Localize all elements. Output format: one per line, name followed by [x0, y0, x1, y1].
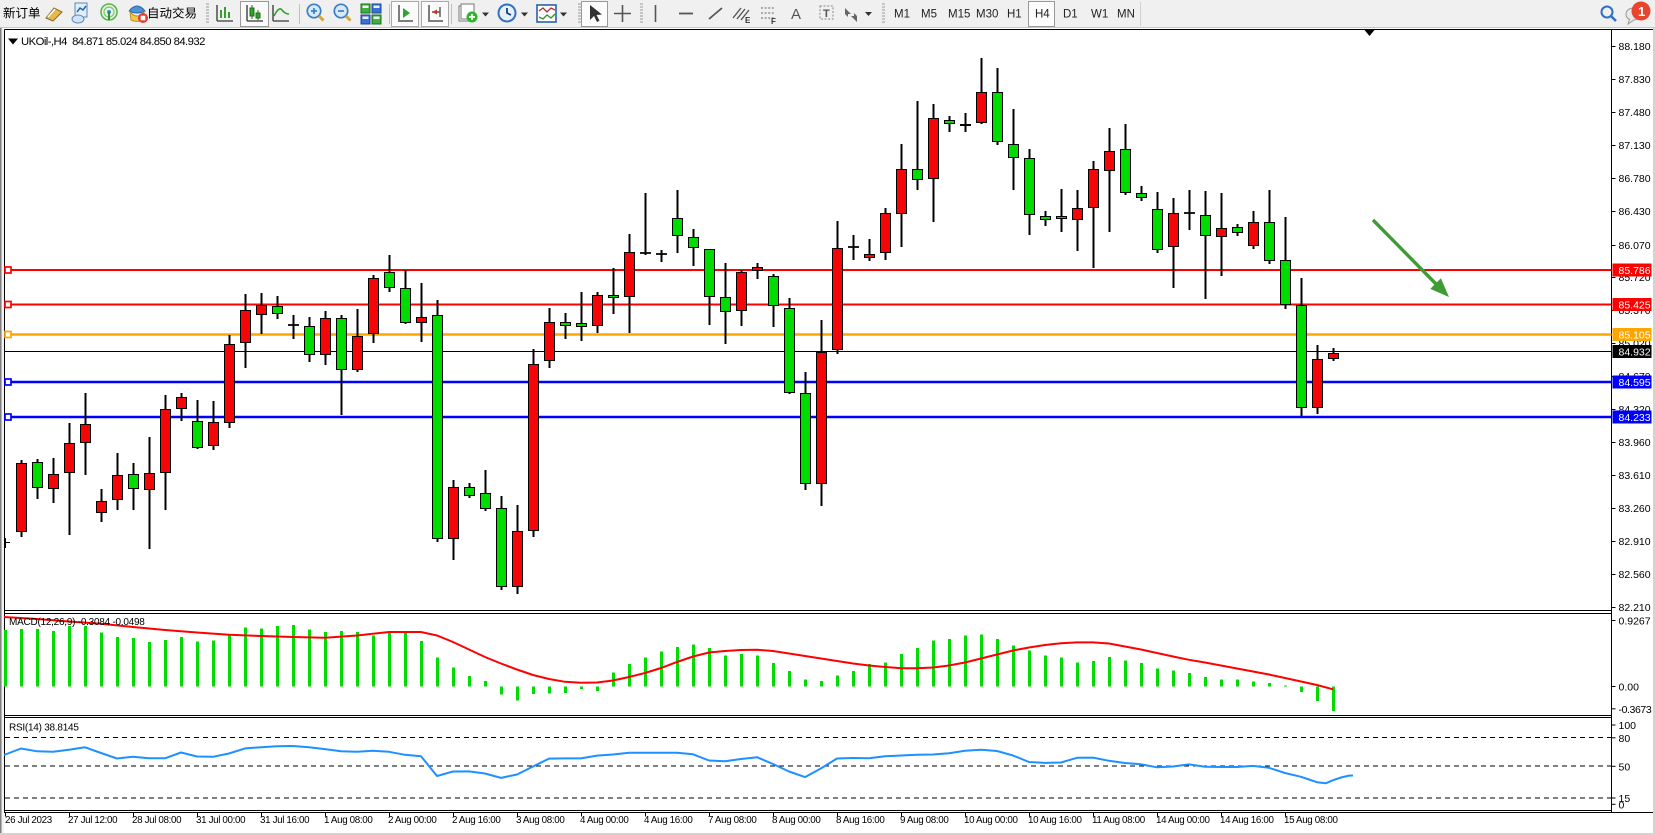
svg-text:11 Aug 08:00: 11 Aug 08:00	[1092, 815, 1146, 826]
svg-text:2 Aug 16:00: 2 Aug 16:00	[452, 815, 501, 826]
svg-text:10 Aug 00:00: 10 Aug 00:00	[964, 815, 1018, 826]
svg-text:4 Aug 16:00: 4 Aug 16:00	[644, 815, 693, 826]
svg-text:M1: M1	[894, 9, 910, 21]
svg-text:82.210: 82.210	[1619, 602, 1651, 614]
svg-text:82.910: 82.910	[1619, 536, 1651, 548]
svg-text:T: T	[823, 8, 830, 20]
svg-text:M5: M5	[921, 9, 937, 21]
svg-text:87.480: 87.480	[1619, 107, 1651, 119]
svg-text:8 Aug 16:00: 8 Aug 16:00	[836, 815, 885, 826]
svg-text:87.130: 87.130	[1619, 140, 1651, 152]
svg-text:0: 0	[1619, 799, 1625, 811]
svg-text:83.960: 83.960	[1619, 437, 1651, 449]
svg-text:7 Aug 08:00: 7 Aug 08:00	[708, 815, 757, 826]
svg-text:26 Jul 2023: 26 Jul 2023	[5, 815, 53, 826]
svg-text:100: 100	[1619, 720, 1637, 732]
svg-text:M15: M15	[948, 9, 970, 21]
svg-text:UKOil-,H4 84.871 85.024 84.85: UKOil-,H4 84.871 85.024 84.850 84.932	[21, 36, 205, 48]
svg-text:50: 50	[1619, 761, 1631, 773]
svg-text:0.9267: 0.9267	[1619, 616, 1651, 628]
svg-text:14 Aug 16:00: 14 Aug 16:00	[1220, 815, 1274, 826]
svg-text:E: E	[745, 16, 751, 25]
svg-text:27 Jul 12:00: 27 Jul 12:00	[68, 815, 118, 826]
svg-text:D1: D1	[1063, 9, 1078, 21]
svg-text:82.560: 82.560	[1619, 569, 1651, 581]
svg-text:28 Jul 08:00: 28 Jul 08:00	[132, 815, 182, 826]
svg-text:3 Aug 08:00: 3 Aug 08:00	[516, 815, 565, 826]
svg-text:10 Aug 16:00: 10 Aug 16:00	[1028, 815, 1082, 826]
svg-text:-0.3673: -0.3673	[1619, 704, 1652, 716]
svg-text:H1: H1	[1007, 9, 1022, 21]
svg-text:8 Aug 00:00: 8 Aug 00:00	[772, 815, 821, 826]
svg-text:15 Aug 08:00: 15 Aug 08:00	[1284, 815, 1338, 826]
svg-text:85.105: 85.105	[1619, 330, 1651, 342]
svg-text:4 Aug 00:00: 4 Aug 00:00	[580, 815, 629, 826]
svg-text:15: 15	[1619, 793, 1631, 805]
svg-text:86.070: 86.070	[1619, 240, 1651, 252]
svg-text:W1: W1	[1091, 9, 1108, 21]
svg-text:31 Jul 00:00: 31 Jul 00:00	[196, 815, 246, 826]
svg-text:0.00: 0.00	[1619, 682, 1640, 694]
svg-text:H4: H4	[1035, 9, 1050, 21]
svg-text:83.260: 83.260	[1619, 503, 1651, 515]
svg-text:84.233: 84.233	[1619, 412, 1651, 424]
svg-text:9 Aug 08:00: 9 Aug 08:00	[900, 815, 949, 826]
svg-text:31 Jul 16:00: 31 Jul 16:00	[260, 815, 310, 826]
svg-text:MACD(12,26,9) -0.3084 -0.0498: MACD(12,26,9) -0.3084 -0.0498	[9, 617, 145, 628]
svg-text:84.932: 84.932	[1619, 347, 1651, 359]
svg-text:80: 80	[1619, 733, 1631, 745]
svg-text:MN: MN	[1117, 9, 1135, 21]
svg-text:85.425: 85.425	[1619, 300, 1651, 312]
svg-text:88.180: 88.180	[1619, 41, 1651, 53]
svg-text:83.610: 83.610	[1619, 470, 1651, 482]
svg-text:F: F	[771, 17, 776, 26]
svg-text:14 Aug 00:00: 14 Aug 00:00	[1156, 815, 1210, 826]
svg-text:1: 1	[1638, 4, 1645, 19]
svg-text:1 Aug 08:00: 1 Aug 08:00	[324, 815, 373, 826]
svg-text:A: A	[791, 6, 801, 23]
svg-text:87.830: 87.830	[1619, 74, 1651, 86]
svg-text:84.595: 84.595	[1619, 377, 1651, 389]
svg-text:85.786: 85.786	[1619, 265, 1651, 277]
svg-text:86.780: 86.780	[1619, 173, 1651, 185]
svg-text:RSI(14) 38.8145: RSI(14) 38.8145	[9, 723, 79, 734]
svg-text:M30: M30	[976, 9, 998, 21]
svg-text:2 Aug 00:00: 2 Aug 00:00	[388, 815, 437, 826]
svg-text:86.430: 86.430	[1619, 206, 1651, 218]
